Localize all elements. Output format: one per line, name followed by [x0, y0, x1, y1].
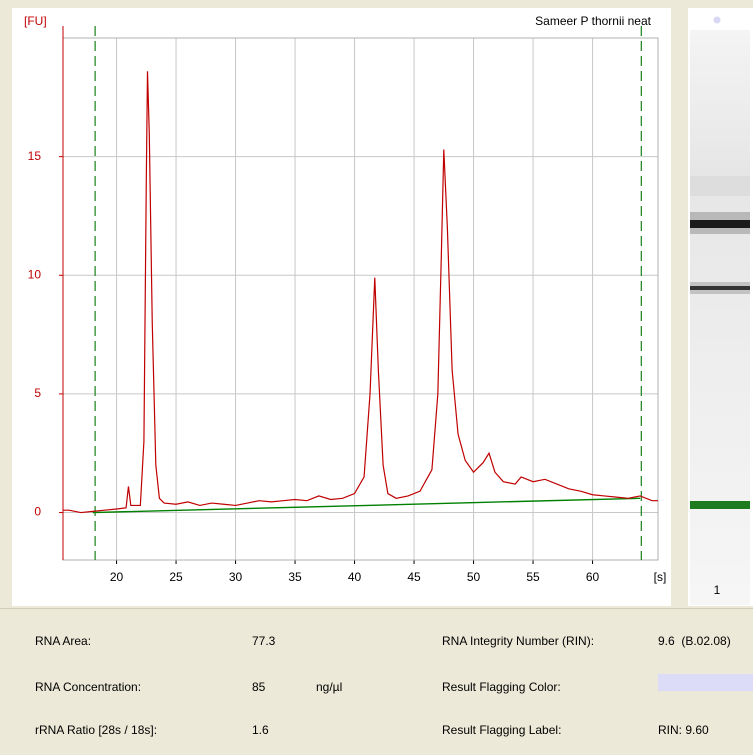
y-tick-label: 0: [34, 505, 41, 519]
x-tick-label: 25: [169, 570, 183, 584]
info-value: 9.6 (B.02.08): [658, 634, 731, 648]
gel-band: [690, 176, 750, 196]
x-tick-label: 20: [110, 570, 124, 584]
info-value: 85: [252, 680, 265, 694]
info-label: RNA Concentration:: [35, 680, 141, 694]
info-label: Result Flagging Color:: [442, 680, 561, 694]
gel-well: [714, 17, 721, 24]
info-label: RNA Area:: [35, 634, 91, 648]
gel-lane-label: 1: [714, 583, 721, 597]
gel-band: [690, 286, 750, 290]
plot-background: [12, 8, 671, 606]
info-label: rRNA Ratio [28s / 18s]:: [35, 723, 157, 737]
x-tick-label: 55: [526, 570, 540, 584]
x-axis-label: [s]: [654, 570, 667, 584]
gel-lane: [690, 30, 750, 605]
app-window: {"chart_data": {"type": "line", "title":…: [0, 0, 753, 754]
info-unit: ng/µl: [316, 680, 342, 694]
chart-title: Sameer P thornii neat: [535, 14, 652, 28]
y-tick-label: 15: [28, 149, 42, 163]
info-label: RNA Integrity Number (RIN):: [442, 634, 594, 648]
x-tick-label: 40: [348, 570, 362, 584]
info-value: 1.6: [252, 723, 269, 737]
info-label: Result Flagging Label:: [442, 723, 561, 737]
x-tick-label: 30: [229, 570, 243, 584]
chart-panel: Sameer P thornii neat [FU] [s] 1 20 25 30 3…: [0, 0, 753, 608]
info-value: 77.3: [252, 634, 275, 648]
gel-marker-band: [690, 501, 750, 509]
y-tick-label: 5: [34, 386, 41, 400]
x-tick-label: 35: [288, 570, 302, 584]
info-value: RIN: 9.60: [658, 723, 709, 737]
y-tick-label: 10: [28, 267, 42, 281]
x-tick-label: 50: [467, 570, 481, 584]
flag-color-swatch: [658, 674, 753, 691]
gel-band: [690, 220, 750, 228]
x-tick-label: 45: [407, 570, 421, 584]
y-axis-label: [FU]: [24, 14, 47, 28]
x-tick-label: 60: [586, 570, 600, 584]
